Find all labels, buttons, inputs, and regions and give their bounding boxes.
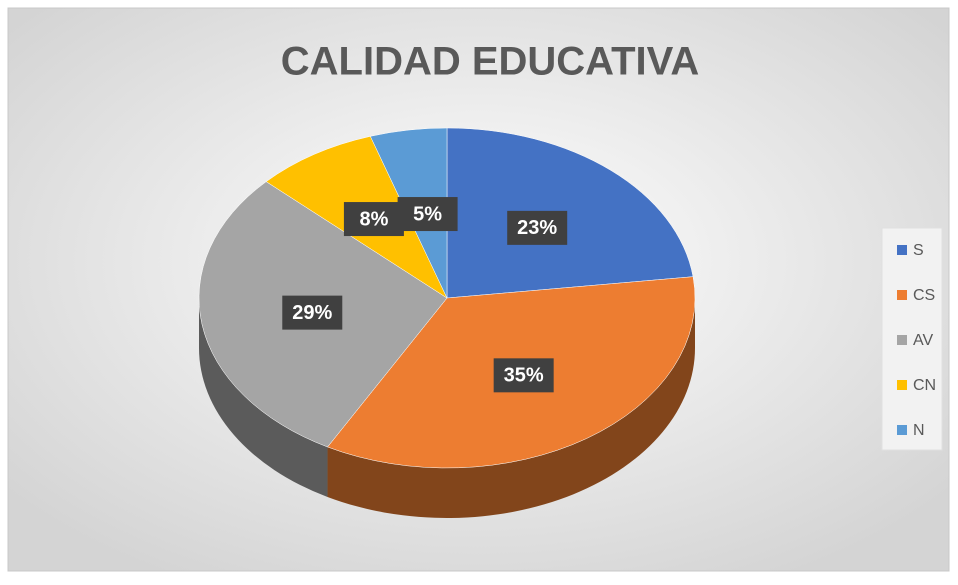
data-label: 23% <box>517 217 557 239</box>
slice-side <box>199 298 328 497</box>
legend-swatch <box>897 425 907 435</box>
slice <box>446 127 694 299</box>
legend-label: S <box>913 242 924 259</box>
slice-side <box>327 298 695 519</box>
data-label: 5% <box>413 203 442 225</box>
legend <box>881 227 943 451</box>
legend-label: AV <box>913 332 933 349</box>
legend-label: CN <box>913 377 936 394</box>
data-label: 29% <box>292 302 332 324</box>
legend-swatch <box>897 335 907 345</box>
data-label: 8% <box>359 208 388 230</box>
data-label-box <box>343 202 404 237</box>
data-label-box <box>507 210 568 245</box>
legend-label: N <box>913 422 925 439</box>
chart-title: CALIDAD EDUCATIVA <box>281 40 700 84</box>
legend-swatch <box>897 290 907 300</box>
legend-swatch <box>897 380 907 390</box>
legend-label: CS <box>913 287 935 304</box>
data-label-box <box>493 358 554 393</box>
data-label-box <box>397 197 458 232</box>
legend-swatch <box>897 245 907 255</box>
data-label-box <box>282 295 343 330</box>
data-label: 35% <box>504 365 544 387</box>
